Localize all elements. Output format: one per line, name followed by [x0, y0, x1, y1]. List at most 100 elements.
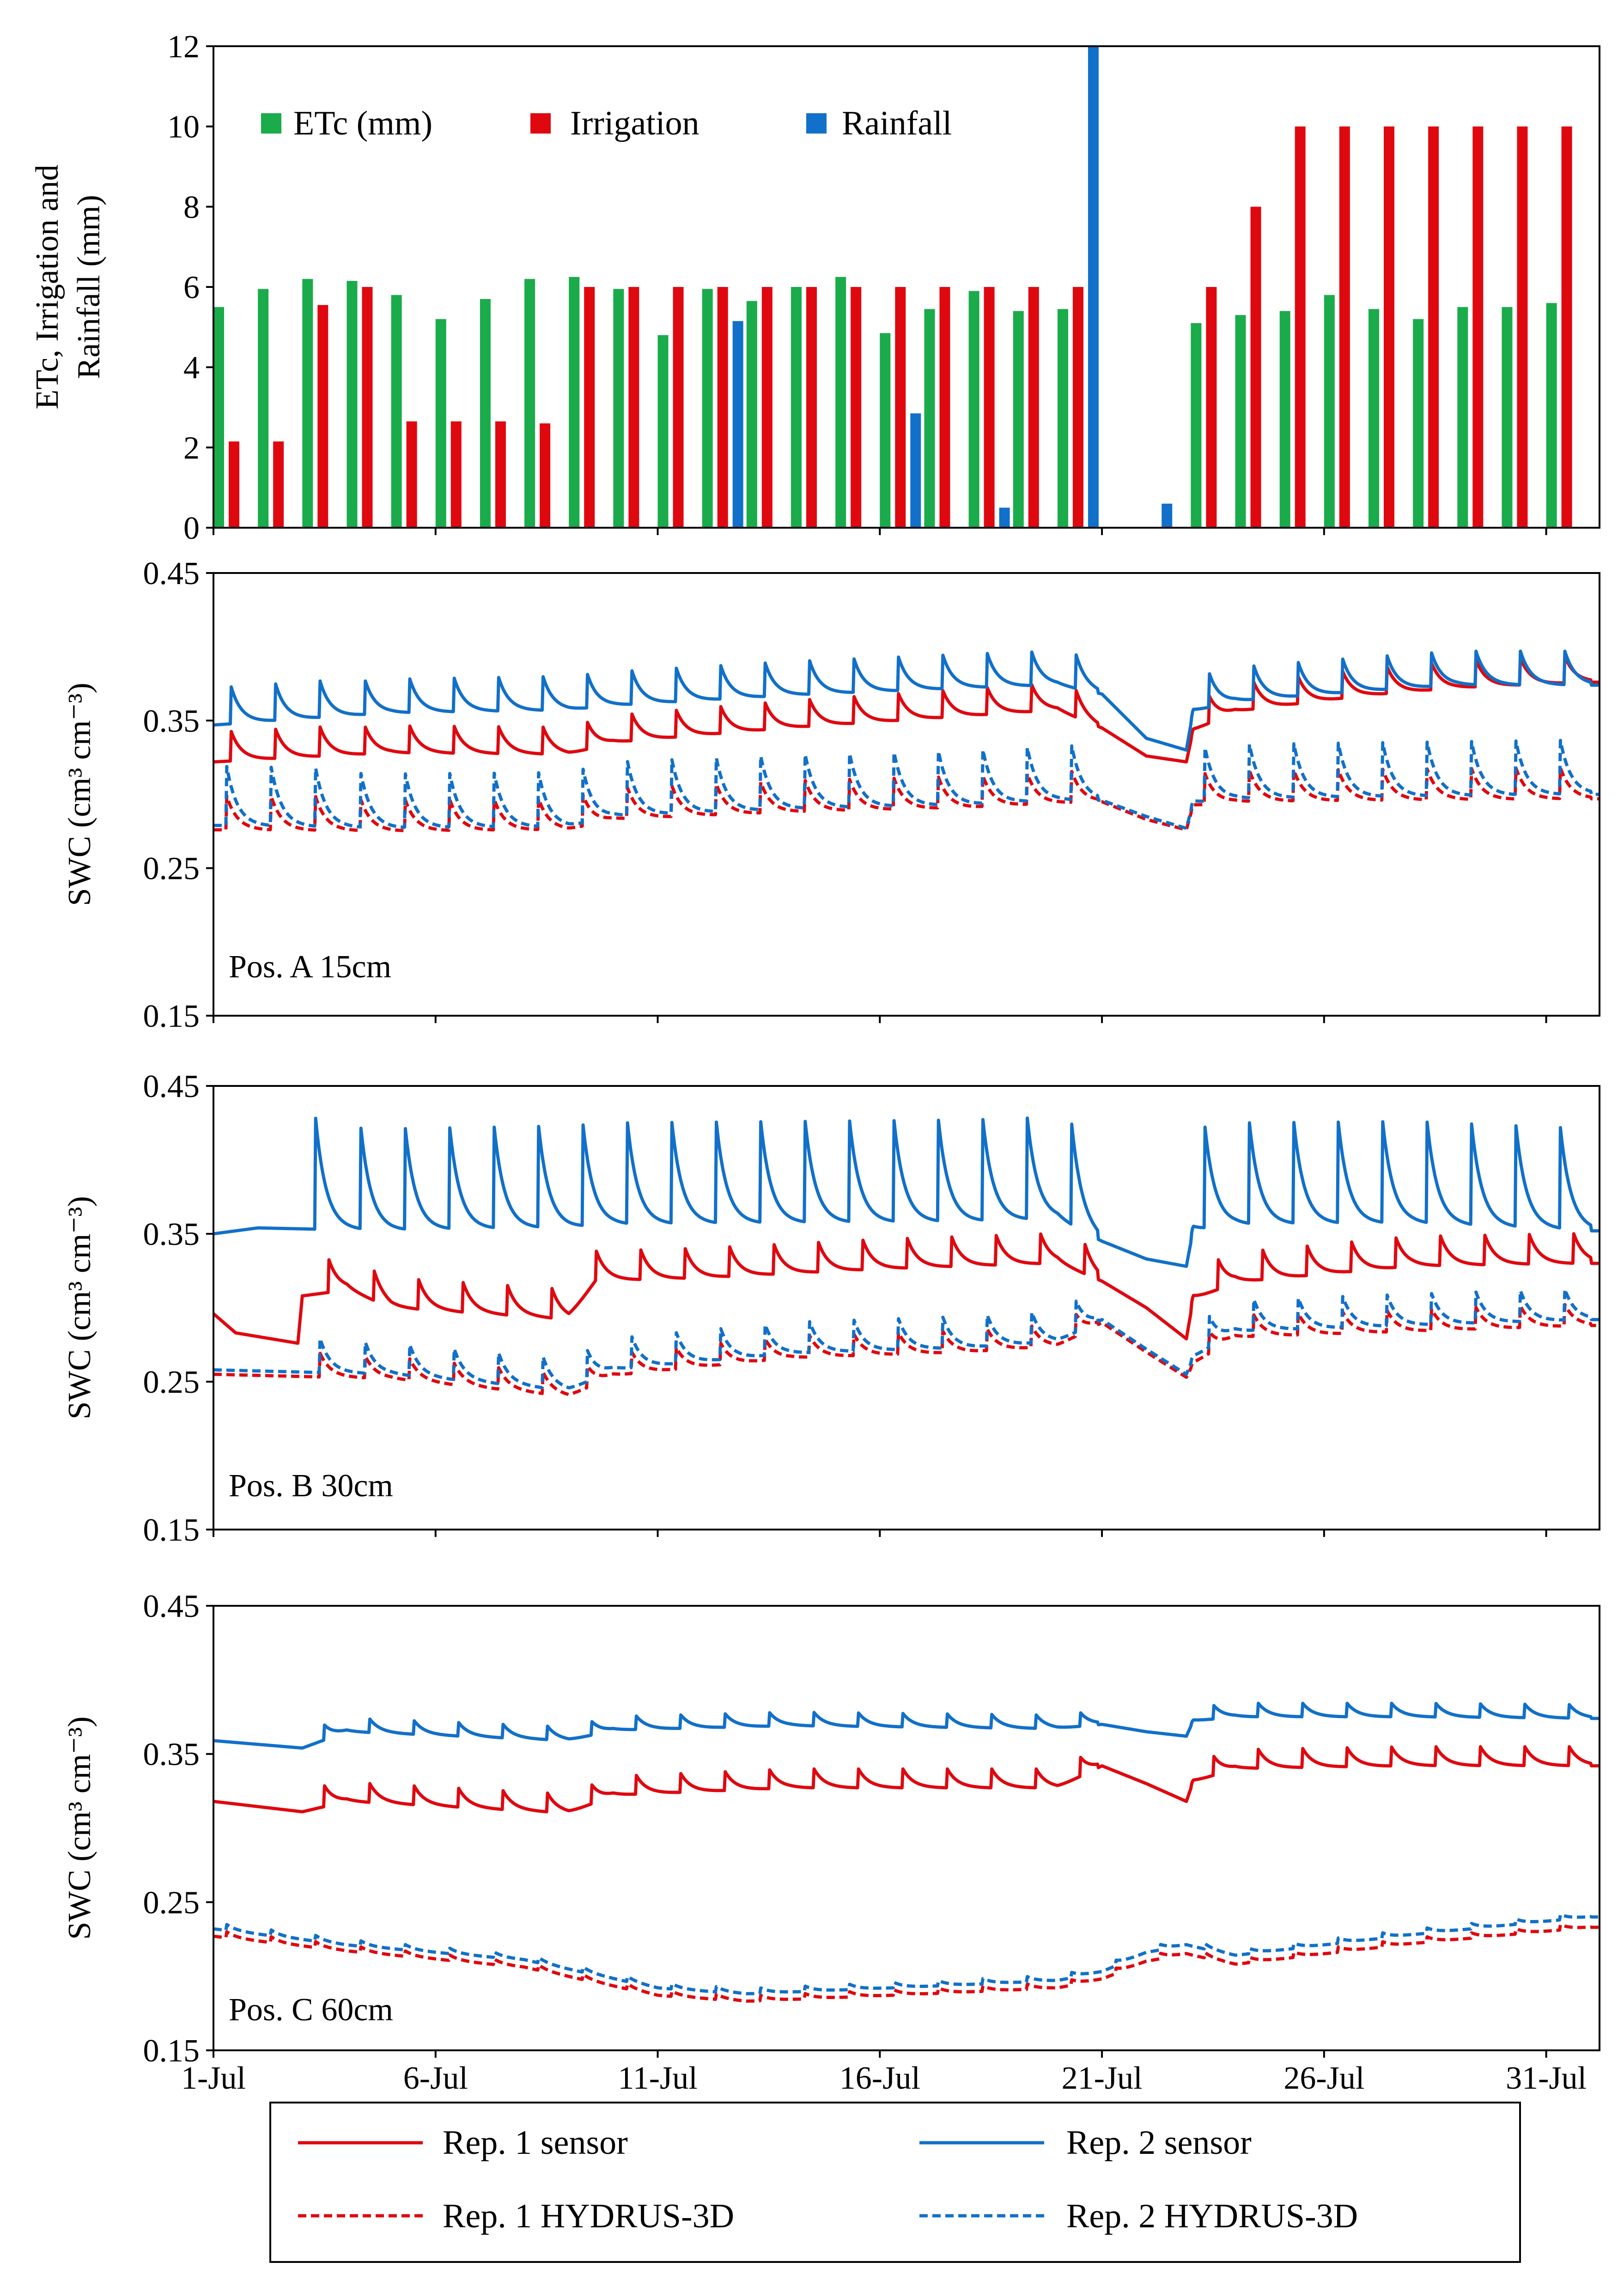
legend-box: [269, 2102, 1521, 2263]
y-axis-label-line1: ETc, Irrigation and: [30, 165, 65, 409]
bar-irrigation-day-17: [939, 287, 950, 528]
bar-etc-mm-day-16: [880, 333, 891, 528]
swc-panel-c: 0.15 0.25 0.35 0.45 SWC (cm³ cm⁻³) Pos. C 6…: [62, 1589, 1600, 2069]
y-axis-ticks: 0.15 0.25 0.35 0.45: [143, 1069, 213, 1548]
y-tick-label: 2: [183, 430, 200, 466]
legend-label-rep1-hydrus: Rep. 1 HYDRUS-3D: [443, 2197, 734, 2235]
bar-irrigation-day-27: [1384, 126, 1394, 528]
series-line-rep-2-sensor: [213, 1701, 1600, 1750]
bar-etc-mm-day-15: [835, 277, 846, 528]
bar-etc-mm-day-28: [1413, 319, 1424, 528]
bar-irrigation-day-4: [362, 287, 373, 528]
series-line-rep-2-sensor: [213, 649, 1600, 752]
bar-etc-mm-day-11: [657, 335, 669, 528]
series-line-rep-1-hydrus-3d: [213, 1923, 1600, 2003]
bar-etc-mm-day-19: [1013, 311, 1024, 528]
x-tick-label: 26-Jul: [1283, 2061, 1364, 2096]
bar-irrigation-day-26: [1339, 126, 1350, 528]
bar-etc-mm-day-23: [1191, 323, 1202, 528]
bar-irrigation-day-28: [1428, 126, 1439, 528]
bar-etc-mm-day-1: [213, 307, 224, 528]
legend-label-rainfall: Rainfall: [842, 104, 952, 142]
bar-etc-mm-day-7: [480, 299, 491, 528]
bar-irrigation-day-5: [406, 421, 417, 528]
bar-irrigation-day-13: [761, 287, 772, 528]
swc-panel-b: 0.15 0.25 0.35 0.45 SWC (cm³ cm⁻³) Pos. B 3…: [62, 1069, 1600, 1548]
x-axis-ticks: [213, 2050, 1547, 2058]
bar-rainfall-day-18: [999, 507, 1010, 528]
y-tick-label: 0.15: [143, 999, 200, 1034]
bar-rainfall-day-20: [1088, 46, 1099, 528]
y-tick-label: 0.25: [143, 1365, 200, 1400]
y-axis-label-line2: Rainfall (mm): [71, 195, 107, 379]
y-tick-label: 10: [167, 110, 200, 145]
y-axis-ticks: 0.15 0.25 0.35 0.45: [143, 1589, 213, 2069]
x-tick-label: 1-Jul: [181, 2061, 246, 2096]
plot-frame: [213, 572, 1600, 1017]
legend-swatch-etc: [261, 113, 281, 134]
bar-etc-mm-day-4: [347, 280, 358, 528]
bar-etc-mm-day-2: [258, 289, 269, 528]
legend-label-rep2-sensor: Rep. 2 sensor: [1066, 2124, 1252, 2162]
bar-irrigation-day-20: [1072, 287, 1083, 528]
bar-etc-mm-day-26: [1324, 295, 1335, 528]
bar-irrigation-day-18: [984, 287, 995, 528]
bar-etc-mm-day-30: [1502, 307, 1513, 528]
legend-label-irrigation: Irrigation: [570, 104, 699, 142]
bar-etc-mm-day-8: [524, 279, 535, 528]
weather-bar-panel: 0 2 4 6 8 10 12 ETc, Irrigation and Rainfall (…: [30, 29, 1600, 546]
bar-etc-mm-day-13: [746, 301, 757, 528]
y-axis-ticks: 0.15 0.25 0.35 0.45: [143, 556, 213, 1034]
x-tick-label: 31-Jul: [1506, 2061, 1587, 2096]
bar-irrigation-day-7: [495, 421, 506, 528]
bar-irrigation-day-10: [628, 287, 639, 528]
bar-irrigation-day-24: [1250, 207, 1261, 528]
panel-label: Pos. C 60cm: [229, 1992, 393, 2028]
bar-irrigation-day-2: [273, 441, 284, 528]
x-tick-label: 16-Jul: [839, 2061, 920, 2096]
bar-irrigation-day-11: [673, 287, 684, 528]
plot-frame: [213, 1605, 1600, 2051]
bar-etc-mm-day-10: [613, 289, 624, 528]
bar-rainfall-day-22: [1162, 503, 1173, 528]
bar-irrigation-day-29: [1472, 126, 1484, 528]
x-tick-label: 6-Jul: [403, 2061, 468, 2096]
y-tick-label: 0.45: [143, 556, 200, 591]
bar-rainfall-day-16: [910, 413, 921, 528]
series-lines: [213, 1701, 1600, 2003]
swc-panel-a: 0.15 0.25 0.35 0.45 SWC (cm³ cm⁻³) Pos. A 1…: [62, 556, 1600, 1034]
panel-label: Pos. B 30cm: [229, 1468, 393, 1504]
series-line-rep-2-hydrus-3d: [213, 1913, 1600, 1995]
bar-irrigation-day-3: [317, 305, 328, 528]
y-axis-label: SWC (cm³ cm⁻³): [62, 1196, 97, 1419]
bar-etc-mm-day-27: [1369, 309, 1379, 528]
bar-group: [213, 46, 1572, 528]
series-line-rep-1-hydrus-3d: [213, 1303, 1600, 1396]
x-tick-label: 21-Jul: [1062, 2061, 1143, 2096]
bar-irrigation-day-6: [450, 421, 462, 528]
series-line-rep-1-sensor: [213, 654, 1600, 764]
bar-irrigation-day-30: [1517, 126, 1528, 528]
bar-etc-mm-day-12: [702, 289, 713, 528]
plot-frame: [213, 1085, 1600, 1530]
legend-label-etc: ETc (mm): [293, 104, 432, 142]
bar-etc-mm-day-5: [391, 295, 402, 528]
bar-etc-mm-day-14: [791, 287, 802, 528]
x-axis-ticks: [213, 528, 1547, 535]
bar-irrigation-day-25: [1295, 126, 1306, 528]
legend-swatch-irrigation: [530, 113, 551, 134]
y-tick-label: 0.45: [143, 1069, 200, 1104]
bar-etc-mm-day-20: [1057, 309, 1068, 528]
bar-irrigation-day-14: [806, 287, 817, 528]
y-tick-label: 0.35: [143, 1217, 200, 1252]
y-tick-label: 0.25: [143, 1885, 200, 1920]
bar-irrigation-day-23: [1206, 287, 1217, 528]
bar-rainfall-day-12: [732, 321, 743, 528]
bar-irrigation-day-16: [895, 287, 906, 528]
series-line-rep-2-hydrus-3d: [213, 738, 1600, 830]
y-tick-label: 12: [167, 29, 200, 65]
y-tick-label: 0.15: [143, 2033, 200, 2069]
bar-etc-mm-day-24: [1235, 315, 1246, 528]
y-tick-label: 0.35: [143, 703, 200, 739]
bar-irrigation-day-8: [540, 423, 551, 528]
